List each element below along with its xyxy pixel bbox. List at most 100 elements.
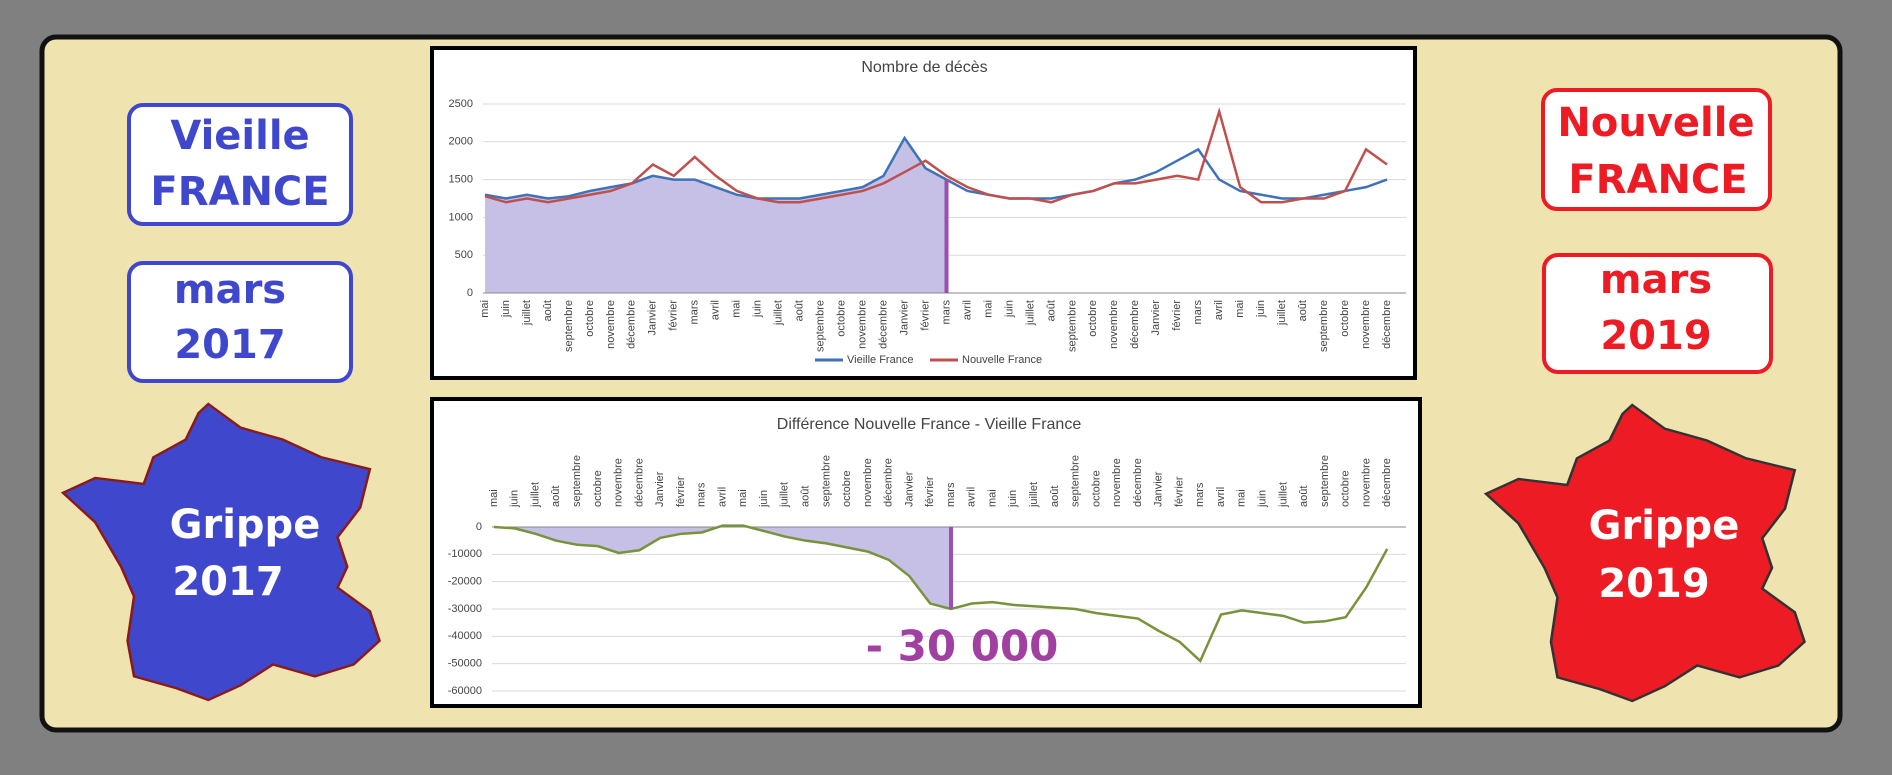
title-box: [1541, 88, 1772, 211]
date-text: 2017: [174, 322, 285, 368]
legend-label: Nouvelle France: [962, 354, 1042, 366]
x-tick-label: avril: [1213, 300, 1225, 320]
x-tick-label: juillet: [529, 482, 541, 508]
map-text: Grippe: [170, 502, 321, 548]
map: [1483, 403, 1806, 703]
x-tick-label: novembre: [1108, 300, 1120, 349]
x-tick-label: juillet: [1276, 300, 1288, 326]
x-tick-label: octobre: [1087, 300, 1099, 337]
x-tick-label: août: [1045, 300, 1057, 321]
x-tick-label: décembre: [633, 458, 645, 507]
x-tick-label: octobre: [1339, 300, 1351, 337]
title-text: FRANCE: [1568, 157, 1747, 203]
x-tick-label: septembre: [815, 300, 827, 352]
x-tick-label: août: [794, 300, 806, 321]
title-text: FRANCE: [150, 169, 329, 215]
x-tick-label: décembre: [1129, 300, 1141, 349]
x-tick-label: septembre: [1066, 300, 1078, 352]
x-tick-label: décembre: [626, 300, 638, 349]
x-tick-label: novembre: [605, 300, 617, 349]
x-tick-label: mars: [1192, 300, 1204, 325]
y-tick-label: 2500: [449, 98, 473, 110]
map-text: 2019: [1598, 561, 1709, 607]
date-text: mars: [1600, 257, 1712, 303]
y-tick-label: 1500: [449, 174, 473, 186]
legend-label: Vieille France: [847, 354, 913, 366]
x-tick-label: février: [1171, 300, 1183, 331]
title-text: Vieille: [170, 113, 309, 159]
x-tick-label: juin: [1255, 300, 1267, 318]
x-tick-label: juillet: [779, 482, 791, 508]
x-tick-label: septembre: [563, 300, 575, 352]
map: [60, 402, 381, 702]
x-tick-label: Janvier: [654, 471, 666, 507]
x-tick-label: avril: [716, 487, 728, 507]
y-tick-label: -60000: [448, 685, 482, 697]
x-tick-label: septembre: [1319, 455, 1331, 507]
x-tick-label: octobre: [836, 300, 848, 337]
x-tick-label: décembre: [883, 458, 895, 507]
x-tick-label: décembre: [1132, 458, 1144, 507]
x-tick-label: mars: [1194, 482, 1206, 507]
chart-title: Nombre de décès: [861, 59, 987, 76]
x-tick-label: septembre: [1318, 300, 1330, 352]
x-tick-label: Janvier: [1150, 300, 1162, 336]
x-tick-label: août: [542, 300, 554, 321]
x-tick-label: mai: [1236, 489, 1248, 507]
x-tick-label: Janvier: [647, 300, 659, 336]
y-tick-label: 500: [455, 249, 473, 261]
line: [484, 135, 1388, 200]
x-tick-label: août: [1049, 486, 1061, 507]
x-tick-label: avril: [961, 300, 973, 320]
x-tick-label: octobre: [841, 470, 853, 507]
x-tick-label: mars: [945, 482, 957, 507]
x-tick-label: juin: [509, 490, 521, 508]
x-tick-label: août: [550, 486, 562, 507]
x-tick-label: juin: [500, 300, 512, 318]
x-tick-label: octobre: [1090, 470, 1102, 507]
y-tick-label: -20000: [448, 576, 482, 588]
date-box: [127, 261, 353, 383]
x-tick-label: mai: [1234, 300, 1246, 318]
area: [485, 138, 947, 293]
x-tick-label: juillet: [1024, 300, 1036, 326]
x-tick-label: juin: [1003, 300, 1015, 318]
x-tick-label: novembre: [1360, 300, 1372, 349]
x-tick-label: mai: [731, 300, 743, 318]
x-tick-label: août: [1297, 300, 1309, 321]
area: [494, 525, 951, 609]
x-tick-label: mars: [696, 482, 708, 507]
x-tick-label: novembre: [856, 300, 868, 349]
x-tick-label: février: [919, 300, 931, 331]
x-tick-label: juin: [1007, 490, 1019, 508]
x-tick-label: novembre: [1111, 458, 1123, 507]
x-tick-label: février: [675, 476, 687, 507]
date-text: 2019: [1600, 313, 1711, 359]
x-tick-label: février: [668, 300, 680, 331]
y-tick-label: 0: [467, 287, 473, 299]
x-tick-label: mai: [737, 489, 749, 507]
y-tick-label: 2000: [449, 136, 473, 148]
x-tick-label: décembre: [1381, 458, 1393, 507]
annotation: - 30 000: [866, 622, 1059, 671]
y-tick-label: -10000: [448, 548, 482, 560]
line: [493, 524, 1389, 664]
x-tick-label: février: [924, 476, 936, 507]
x-tick-label: décembre: [877, 300, 889, 349]
x-tick-label: mai: [479, 300, 491, 318]
y-tick-label: 1000: [449, 211, 473, 223]
x-tick-label: juillet: [1028, 482, 1040, 508]
x-tick-label: mars: [689, 300, 701, 325]
map-text: 2017: [172, 559, 283, 605]
y-tick-label: -40000: [448, 630, 482, 642]
x-tick-label: septembre: [571, 455, 583, 507]
x-tick-label: juin: [752, 300, 764, 318]
y-tick-label: 0: [476, 521, 482, 533]
x-tick-label: Janvier: [898, 300, 910, 336]
chart-title: Différence Nouvelle France - Vieille Fra…: [777, 416, 1082, 433]
x-tick-label: mai: [986, 489, 998, 507]
x-tick-label: avril: [966, 487, 978, 507]
x-tick-label: mars: [940, 300, 952, 325]
